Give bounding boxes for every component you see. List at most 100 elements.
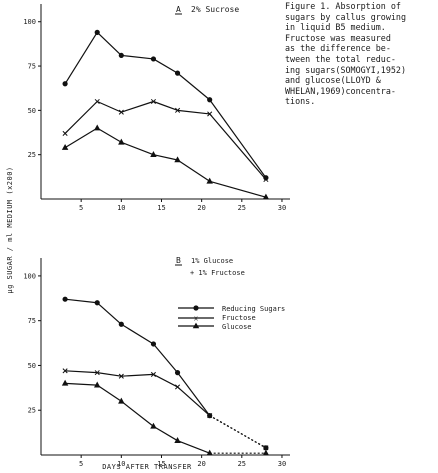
legend-item-reducing-sugars: Reducing Sugars	[178, 305, 285, 313]
panel-b-point-triangle	[174, 437, 181, 443]
panel-b-series-cross-segment	[209, 415, 267, 449]
legend-item-glucose: Glucose	[178, 322, 252, 331]
panel-a-series-triangle-segment	[153, 154, 178, 161]
panel-b-series-circle-segment	[121, 323, 154, 345]
panel-a-point-triangle	[262, 193, 270, 200]
panel-a-point-triangle	[118, 138, 125, 145]
panel-b-y-tick-label: 50	[28, 362, 36, 370]
panel-a-markers	[61, 29, 270, 200]
panel-b-y-tick-label: 100	[23, 272, 36, 280]
panel-b-y-tick-label: 75	[28, 317, 36, 325]
panel-b-x-tick-label: 20	[197, 460, 205, 468]
panel-a-title: 2% Sucrose	[191, 5, 239, 14]
panel-b-series-cross-segment	[177, 386, 211, 417]
legend-marker-triangle	[192, 322, 200, 329]
panel-a-point-cross	[94, 98, 100, 105]
panel-b-series-triangle-segment	[153, 425, 178, 442]
panel-a-series-circle-segment	[121, 54, 154, 60]
legend-marker-circle	[193, 305, 199, 311]
panel-a-ticks: 5 10 15 20 25 30 25 50 75 100	[23, 18, 286, 212]
panel-a-y-tick-label: 75	[28, 63, 36, 71]
panel-b-x-tick-label: 5	[79, 460, 83, 468]
legend-label-fructose: Fructose	[222, 314, 256, 322]
panel-b-series-cross-segment	[121, 373, 154, 377]
panel-a-series-circle-segment	[64, 32, 98, 85]
panel-b-y-tick-label: 25	[28, 407, 36, 415]
y-axis-label: µg SUGAR / ml MEDIUM (x200)	[6, 166, 14, 293]
panel-a-y-tick-label: 25	[28, 151, 36, 159]
panel-a-point-circle	[174, 70, 181, 76]
panel-b-series-cross-segment	[65, 370, 98, 374]
panel-b-point-triangle	[206, 449, 213, 456]
panel-a-series-cross-segment	[209, 113, 267, 180]
panel-b-point-triangle	[150, 422, 157, 429]
panel-a-y-tick-label: 100	[23, 18, 36, 26]
panel-b-point-cross	[62, 368, 68, 374]
panel-a-x-tick-label: 30	[278, 204, 286, 212]
panel-a-point-circle	[94, 29, 100, 35]
panel-a-series-circle-segment	[153, 58, 178, 74]
panel-b-chart: B 1% Glucose + 1% Fructose 5 10 15 20 25 30 25…	[23, 256, 290, 471]
panel-a-point-cross	[174, 107, 181, 113]
panel-a-letter: A	[176, 5, 181, 14]
panel-a-series-triangle-segment	[96, 127, 122, 143]
panel-b-series-triangle-segment	[177, 440, 210, 454]
panel-a-x-tick-label: 5	[79, 204, 83, 212]
panel-a-point-cross	[263, 176, 269, 183]
panel-a-point-triangle	[150, 151, 157, 157]
panel-b-point-triangle	[118, 397, 125, 404]
legend-label-glucose: Glucose	[222, 323, 252, 331]
panel-b-legend: Reducing Sugars x Fructose Glucose	[178, 305, 285, 331]
panel-a-series-circle-segment	[209, 99, 267, 179]
panel-a-series-triangle-segment	[64, 127, 98, 149]
panel-a-point-triangle	[206, 177, 213, 184]
panel-b-series-circle-segment	[65, 298, 98, 304]
panel-b-point-circle	[62, 296, 68, 302]
panel-b-x-tick-label: 10	[117, 460, 125, 468]
panel-b-series-cross-segment	[97, 372, 122, 377]
panel-b-point-cross	[118, 373, 124, 379]
panel-a-x-tick-label: 10	[117, 204, 125, 212]
panel-b-letter: B	[176, 256, 181, 265]
panel-b-point-triangle	[93, 381, 101, 388]
panel-a-point-triangle	[93, 124, 101, 131]
panel-b-point-circle	[150, 341, 157, 347]
panel-a-series-triangle-segment	[209, 180, 267, 198]
panel-b-point-triangle	[61, 379, 69, 386]
panel-a-point-circle	[118, 52, 124, 59]
panel-b-ticks: 5 10 15 20 25 30 25 50 75 100	[23, 272, 286, 468]
panel-a-series-circle-segment	[96, 31, 122, 56]
panel-a-series-circle-segment	[177, 72, 211, 101]
panel-b-condition-glucose: 1% Glucose	[191, 257, 233, 265]
panel-a-series-cross-segment	[177, 109, 210, 115]
panel-b-point-cross	[174, 384, 181, 390]
panel-b-series-triangle-segment	[65, 382, 98, 386]
panel-b-series-triangle-segment	[96, 384, 122, 402]
panel-b-series-circle-segment	[96, 302, 122, 325]
panel-b-point-cross	[150, 371, 157, 377]
panel-b-point-circle	[174, 370, 181, 376]
panel-a-series-cross-segment	[153, 100, 178, 111]
panel-a-series-cross-segment	[64, 101, 98, 134]
panel-b-condition-fructose: + 1% Fructose	[190, 269, 245, 277]
panel-a-point-triangle	[174, 156, 181, 163]
panel-b-series-triangle-segment	[120, 400, 154, 427]
panel-a-point-circle	[207, 97, 213, 103]
panel-b-point-cross	[263, 445, 269, 451]
legend-item-fructose: x Fructose	[178, 314, 256, 323]
panel-a-series-cross-segment	[96, 100, 122, 113]
panel-b-point-circle	[94, 300, 100, 306]
panel-b-series-circle-segment	[152, 343, 179, 374]
legend-label-reducing-sugars: Reducing Sugars	[222, 305, 285, 313]
panel-a-point-triangle	[61, 143, 69, 150]
panel-a-point-cross	[207, 111, 213, 117]
panel-a-x-tick-label: 25	[238, 204, 246, 212]
panel-b-series-circle-segment	[177, 372, 211, 416]
panel-b-point-triangle	[262, 449, 270, 456]
panel-a-point-circle	[62, 81, 68, 87]
panel-a-x-tick-label: 15	[157, 204, 165, 212]
panel-a-chart: A 2% Sucrose 5 10 15 20 25 30 25 50 75 100	[23, 4, 290, 212]
panel-b-series-lines	[65, 298, 267, 454]
panel-b-x-tick-label: 30	[278, 460, 286, 468]
